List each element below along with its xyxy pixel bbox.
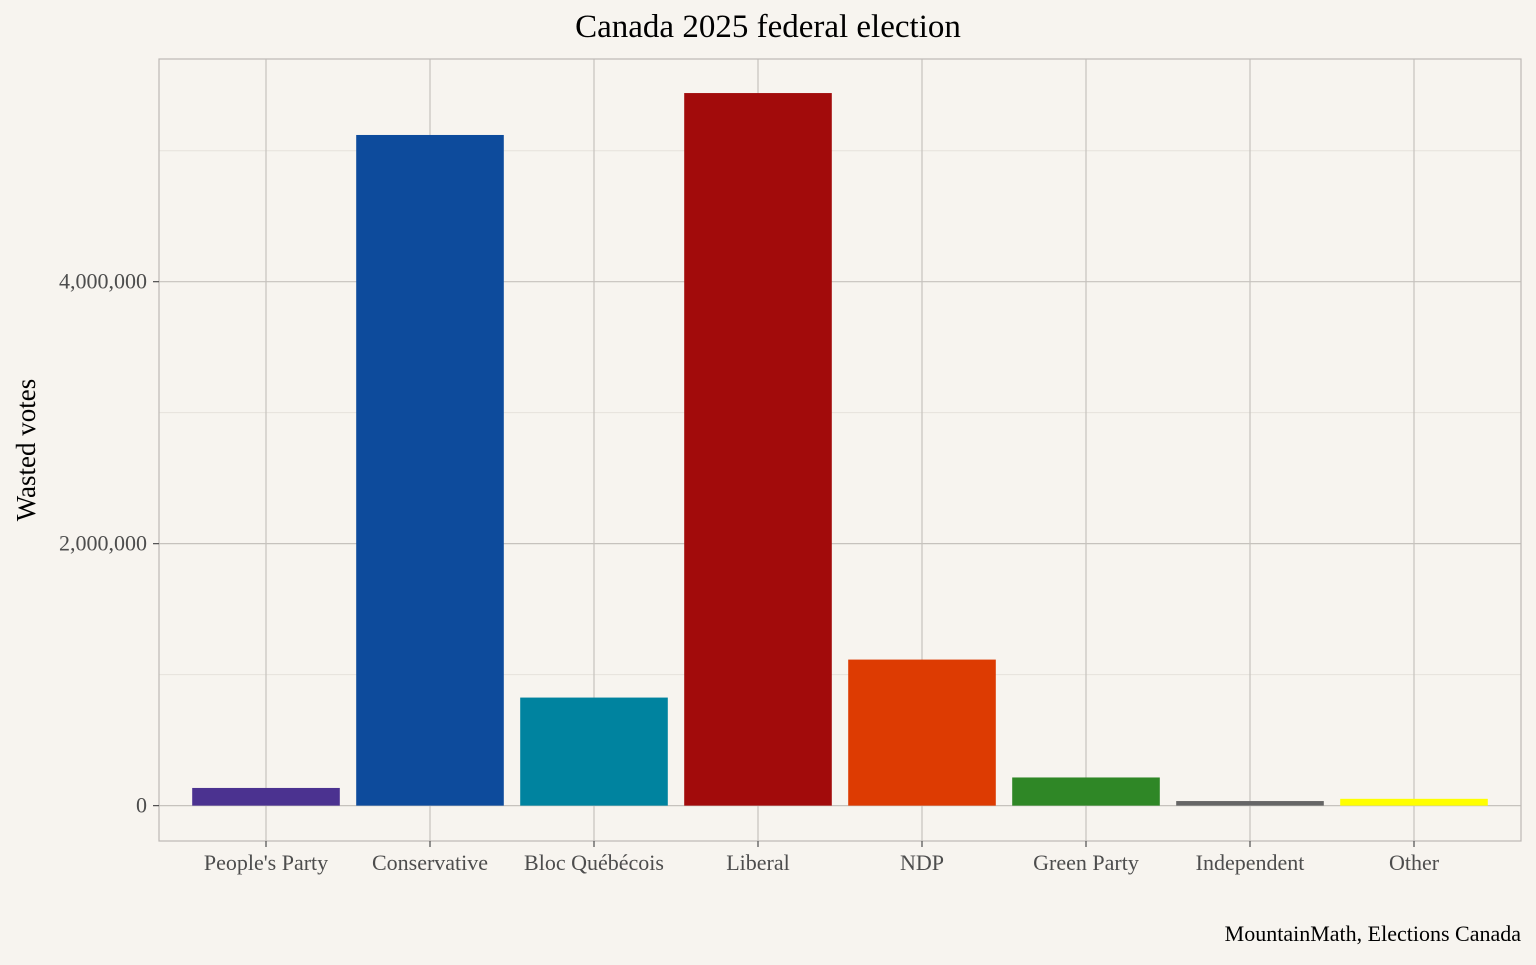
y-tick-label: 4,000,000 <box>59 269 147 294</box>
chart-title: Canada 2025 federal election <box>575 9 961 45</box>
x-tick-label: Bloc Québécois <box>524 850 664 875</box>
bar-conservative <box>356 134 504 806</box>
y-tick-label: 0 <box>136 793 147 818</box>
x-tick-label: Independent <box>1196 850 1305 875</box>
x-tick-label: People's Party <box>204 850 328 875</box>
x-tick-label: NDP <box>900 850 944 875</box>
panel-border <box>158 58 1522 842</box>
bar-liberal <box>684 93 832 806</box>
y-tick-label: 2,000,000 <box>59 531 147 556</box>
bar-people-s-party <box>192 787 340 806</box>
x-tick-label: Conservative <box>372 850 488 875</box>
bar-independent <box>1176 801 1324 806</box>
bar-bloc-qu-b-cois <box>520 697 668 806</box>
bar-other <box>1340 798 1488 806</box>
y-axis-label: Wasted votes <box>11 379 41 522</box>
chart-caption: MountainMath, Elections Canada <box>1225 921 1522 946</box>
x-tick-label: Other <box>1389 850 1440 875</box>
plot-area: 0 2,000,000 4,000,000 People's Party Conserv… <box>59 58 1522 875</box>
x-tick-label: Green Party <box>1033 850 1139 875</box>
x-tick-label: Liberal <box>726 850 790 875</box>
bar-green-party <box>1012 777 1160 806</box>
bar-ndp <box>848 659 996 806</box>
